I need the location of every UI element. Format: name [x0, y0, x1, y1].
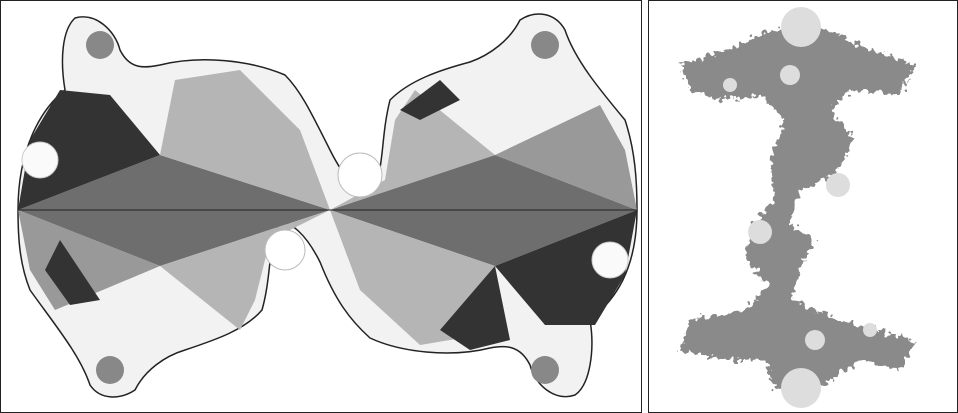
- disc: [723, 78, 737, 92]
- disc: [96, 356, 124, 384]
- disc: [863, 323, 877, 337]
- page: (() => { const data = JSON.parse(documen…: [0, 0, 958, 413]
- disc: [22, 142, 58, 178]
- disc: [781, 368, 821, 408]
- disc: [748, 220, 772, 244]
- disc: [265, 230, 305, 270]
- disc: [826, 173, 850, 197]
- disc: [531, 356, 559, 384]
- screenshot: [0, 0, 958, 413]
- disc: [338, 153, 382, 197]
- disc: [805, 330, 825, 350]
- disc: [592, 242, 628, 278]
- disc: [781, 7, 821, 47]
- disc: [86, 31, 114, 59]
- disc: [531, 31, 559, 59]
- disc: [780, 65, 800, 85]
